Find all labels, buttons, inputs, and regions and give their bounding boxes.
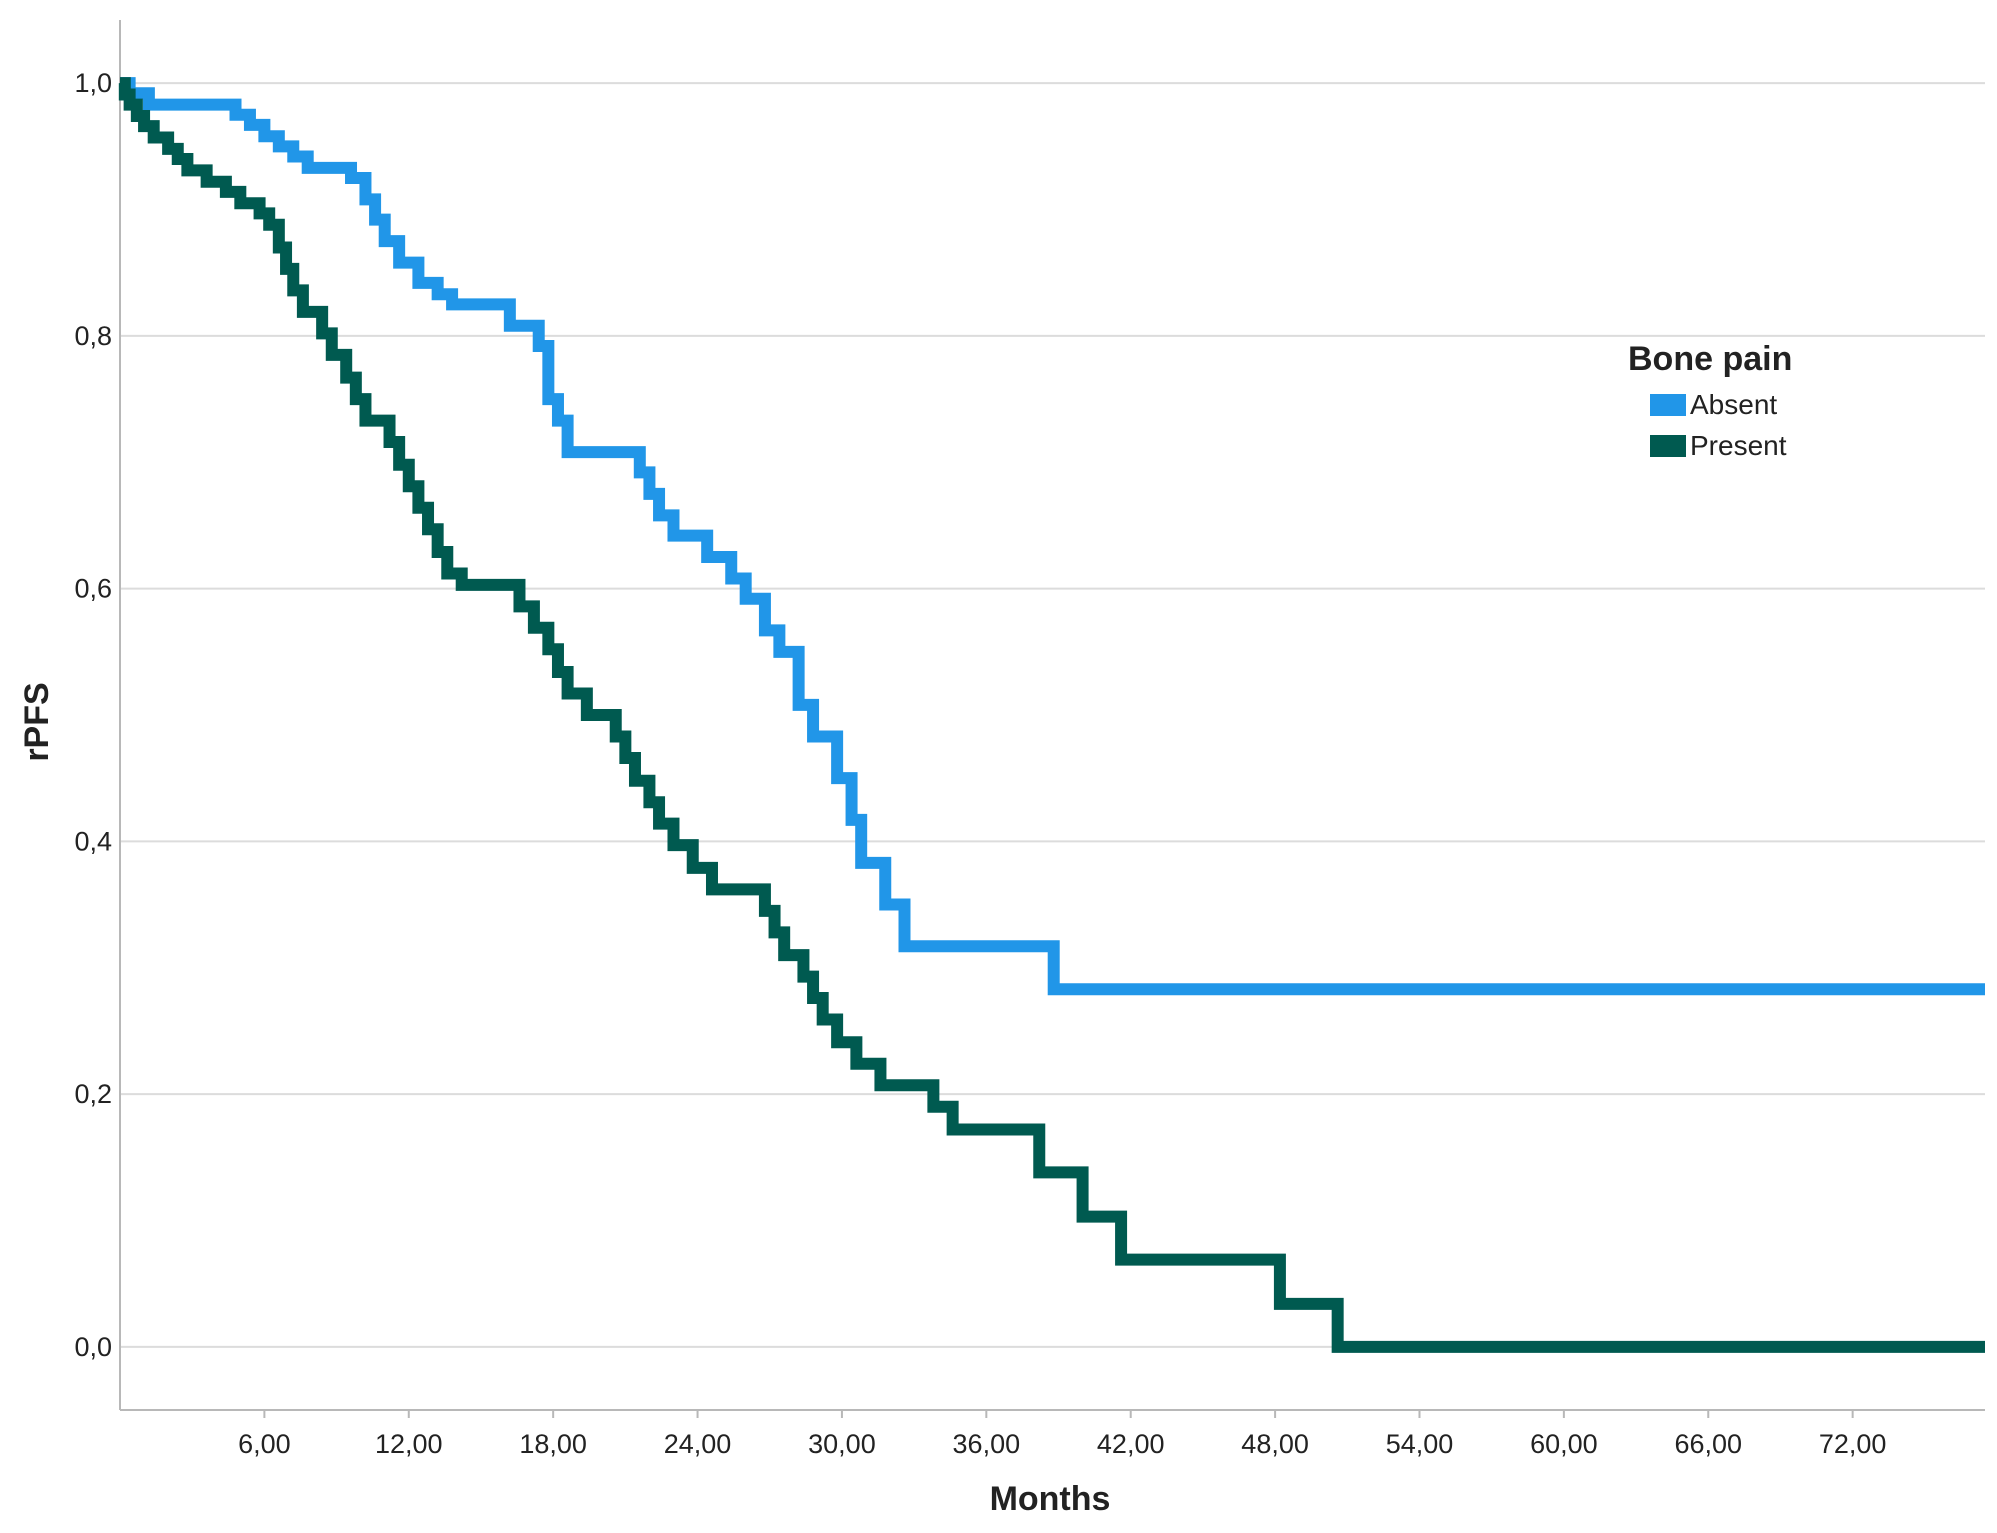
y-tick-label: 0,8 [74,321,112,351]
y-tick-label: 0,6 [74,574,112,604]
series-line-absent [120,77,1985,996]
legend: Bone pain Absent Present [1628,340,1792,461]
series-lines [118,77,1985,1353]
y-tick-label: 0,4 [74,826,112,856]
x-tick-label: 24,00 [664,1429,732,1459]
x-tick-label: 42,00 [1097,1429,1165,1459]
x-tick-label: 12,00 [375,1429,443,1459]
x-tick-label: 54,00 [1386,1429,1454,1459]
x-tick-label: 72,00 [1819,1429,1887,1459]
legend-label-present: Present [1690,430,1787,461]
x-tick-label: 18,00 [519,1429,587,1459]
series-line-present [118,77,1985,1353]
x-tick-label: 36,00 [953,1429,1021,1459]
y-tick-label: 1,0 [74,68,112,98]
y-tick-label: 0,0 [74,1332,112,1362]
x-tick-label: 6,00 [238,1429,291,1459]
legend-label-absent: Absent [1690,389,1777,420]
axes [119,20,1985,1418]
legend-swatch-present [1650,435,1686,457]
x-tick-label: 60,00 [1530,1429,1598,1459]
x-tick-label: 48,00 [1241,1429,1309,1459]
x-axis-title: Months [990,1480,1111,1518]
y-axis-title: rPFS [18,682,56,761]
legend-items: Absent Present [1650,389,1787,461]
x-tick-label: 30,00 [808,1429,876,1459]
legend-title: Bone pain [1628,340,1792,378]
gridlines [120,82,1985,1348]
x-tick-label: 66,00 [1674,1429,1742,1459]
tick-labels: 0,0 0,2 0,4 0,6 0,8 1,0 6,00 12,00 18,00 24,00 30,… [74,68,1886,1459]
y-tick-label: 0,2 [74,1079,112,1109]
legend-swatch-absent [1650,394,1686,416]
